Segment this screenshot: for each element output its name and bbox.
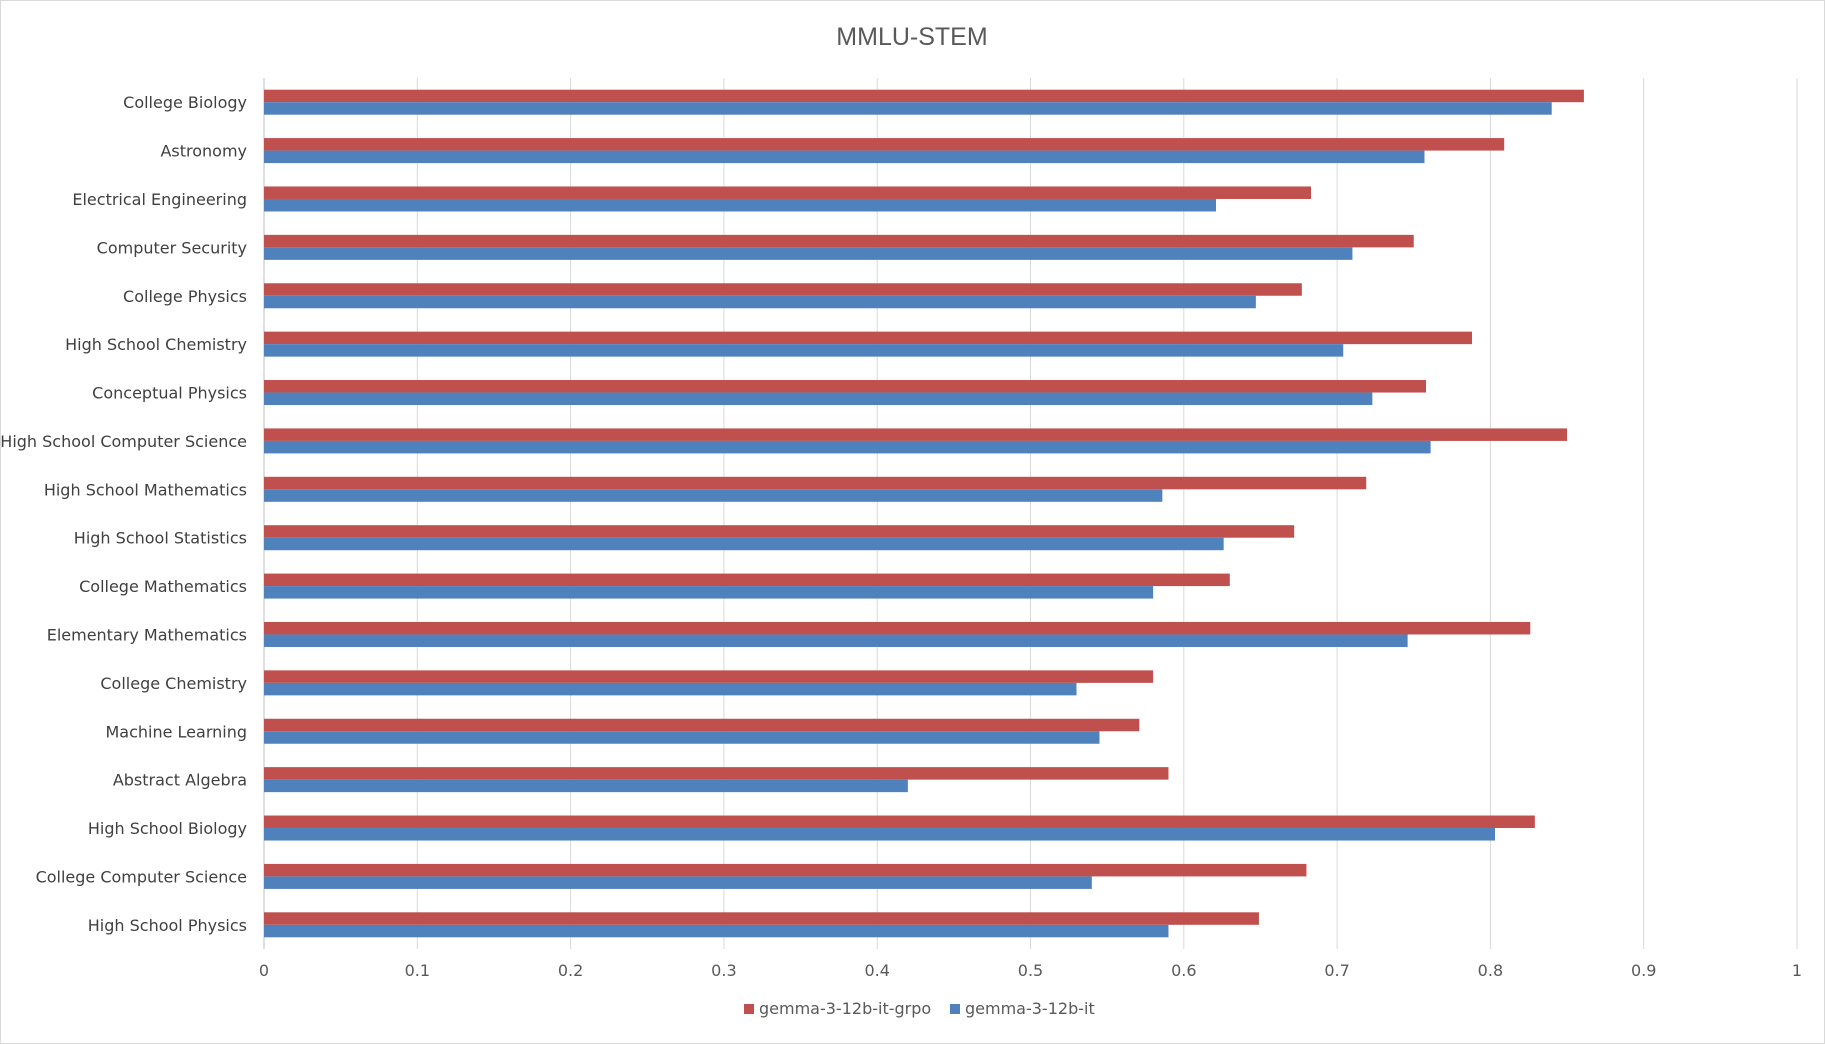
bar-grpo-8 — [264, 476, 1367, 490]
category-label: College Biology — [123, 93, 247, 112]
category-label: Abstract Algebra — [113, 771, 247, 790]
bar-grpo-16 — [264, 863, 1307, 877]
bar-base-16 — [264, 876, 1092, 889]
x-axis-tick-labels: 0 0.1 0.2 0.3 0.4 0.5 0.6 0.7 0.8 0.9 1 — [259, 961, 1802, 980]
bar-base-15 — [264, 828, 1495, 841]
category-label: High School Computer Science — [0, 432, 247, 451]
legend-swatch-1 — [950, 1004, 960, 1014]
x-tick-label: 0.9 — [1631, 961, 1656, 980]
bar-grpo-0 — [264, 89, 1584, 103]
x-tick-label: 0.4 — [864, 961, 889, 980]
x-tick-label: 0.3 — [711, 961, 736, 980]
bar-base-8 — [264, 489, 1163, 502]
bar-base-5 — [264, 344, 1344, 357]
category-label: Electrical Engineering — [72, 190, 247, 209]
bar-base-0 — [264, 102, 1552, 115]
x-tick-label: 0.2 — [558, 961, 583, 980]
bar-base-12 — [264, 682, 1077, 696]
x-tick-label: 0.7 — [1324, 961, 1349, 980]
bar-grpo-5 — [264, 331, 1473, 345]
bar-grpo-6 — [264, 380, 1427, 393]
legend-swatch-0 — [744, 1004, 754, 1014]
bar-base-10 — [264, 586, 1154, 599]
category-label: Astronomy — [160, 142, 247, 161]
bar-grpo-15 — [264, 815, 1535, 829]
legend-label-1: gemma-3-12b-it — [965, 999, 1095, 1018]
x-tick-label: 0.5 — [1018, 961, 1043, 980]
bars — [264, 89, 1584, 938]
category-label: College Chemistry — [100, 674, 247, 693]
bar-grpo-7 — [264, 428, 1568, 441]
x-tick-label: 0.8 — [1478, 961, 1503, 980]
bar-grpo-13 — [264, 718, 1140, 732]
bar-grpo-3 — [264, 234, 1414, 248]
bar-base-2 — [264, 198, 1216, 212]
bar-base-11 — [264, 634, 1408, 647]
bar-base-3 — [264, 247, 1353, 260]
bar-grpo-4 — [264, 283, 1302, 296]
category-label: High School Statistics — [74, 529, 247, 548]
bar-base-7 — [264, 440, 1431, 454]
bar-grpo-17 — [264, 912, 1259, 925]
bar-grpo-2 — [264, 186, 1312, 199]
bar-base-6 — [264, 392, 1373, 406]
category-label: Computer Security — [97, 238, 247, 257]
category-labels: College Biology Astronomy Electrical Engin… — [0, 93, 247, 935]
x-tick-label: 1 — [1792, 961, 1802, 980]
category-label: Machine Learning — [105, 722, 247, 741]
category-label: High School Physics — [88, 916, 247, 935]
category-label: High School Chemistry — [65, 335, 247, 354]
bar-base-14 — [264, 779, 908, 793]
x-tick-label: 0.1 — [405, 961, 430, 980]
bar-grpo-10 — [264, 573, 1230, 587]
category-label: High School Mathematics — [44, 480, 247, 499]
category-label: Conceptual Physics — [92, 384, 247, 403]
bar-grpo-11 — [264, 621, 1531, 635]
chart-title: MMLU-STEM — [836, 23, 987, 51]
category-label: College Physics — [123, 287, 247, 306]
category-label: College Computer Science — [36, 867, 247, 886]
legend-label-0: gemma-3-12b-it-grpo — [759, 999, 931, 1018]
bar-base-17 — [264, 924, 1169, 938]
x-tick-label: 0 — [259, 961, 269, 980]
bar-grpo-12 — [264, 670, 1154, 683]
category-label: Elementary Mathematics — [47, 625, 247, 644]
bar-grpo-9 — [264, 525, 1295, 538]
category-label: High School Biology — [88, 819, 247, 838]
category-label: College Mathematics — [79, 577, 247, 596]
bar-grpo-14 — [264, 767, 1169, 780]
bar-base-9 — [264, 537, 1224, 551]
gridlines — [263, 78, 1798, 949]
bar-base-13 — [264, 731, 1100, 744]
legend: gemma-3-12b-it-grpo gemma-3-12b-it — [744, 999, 1095, 1018]
bar-base-4 — [264, 295, 1256, 309]
bar-grpo-1 — [264, 138, 1505, 151]
x-tick-label: 0.6 — [1171, 961, 1196, 980]
bar-base-1 — [264, 150, 1425, 164]
